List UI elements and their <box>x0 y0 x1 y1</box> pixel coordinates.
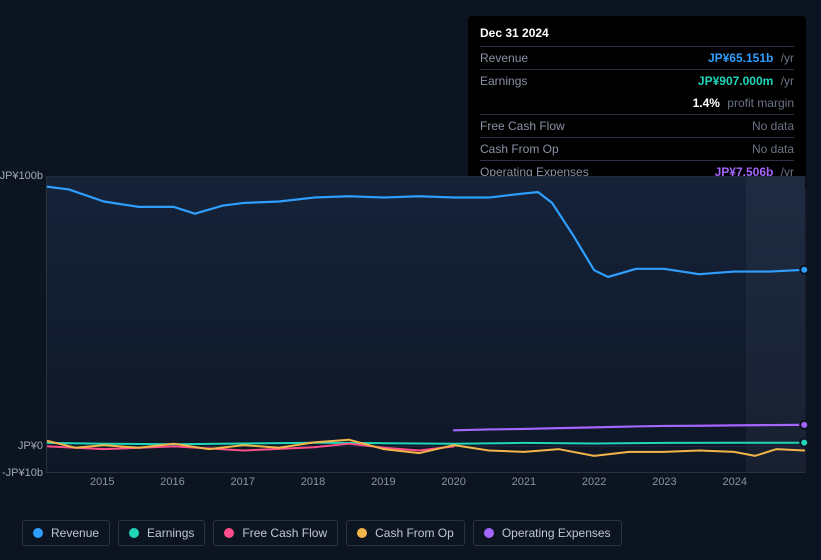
series-end-dot <box>800 421 808 429</box>
tooltip-row: Free Cash Flow No data <box>480 114 794 137</box>
x-axis-label: 2024 <box>722 476 746 488</box>
chart-plot-area[interactable] <box>46 176 805 473</box>
legend-label: Free Cash Flow <box>242 526 327 540</box>
tooltip-row-value: JP¥907.000m /yr <box>698 72 794 90</box>
x-axis-label: 2023 <box>652 476 676 488</box>
tooltip-row: Revenue JP¥65.151b /yr <box>480 46 794 69</box>
chart-lines <box>47 176 805 472</box>
legend-swatch-icon <box>129 528 139 538</box>
tooltip-row-value: No data <box>752 140 794 158</box>
chart-legend: Revenue Earnings Free Cash Flow Cash From O… <box>22 520 622 546</box>
tooltip-date: Dec 31 2024 <box>480 24 794 46</box>
legend-item[interactable]: Free Cash Flow <box>213 520 338 546</box>
x-axis-label: 2019 <box>371 476 395 488</box>
legend-swatch-icon <box>484 528 494 538</box>
tooltip-row-label: Revenue <box>480 49 600 67</box>
legend-label: Operating Expenses <box>502 526 611 540</box>
x-axis-label: 2022 <box>582 476 606 488</box>
y-axis-label: JP¥100b <box>0 170 43 182</box>
tooltip-row: 1.4% profit margin <box>480 92 794 114</box>
y-axis-label: -JP¥10b <box>2 467 43 479</box>
series-line <box>454 425 804 430</box>
financials-chart: JP¥100bJP¥0-JP¥10b 201520162017201820192… <box>18 158 805 498</box>
legend-swatch-icon <box>357 528 367 538</box>
y-axis-label: JP¥0 <box>18 440 43 452</box>
legend-label: Cash From Op <box>375 526 454 540</box>
tooltip-row: Cash From Op No data <box>480 137 794 160</box>
x-axis-label: 2020 <box>441 476 465 488</box>
tooltip-row-value: 1.4% profit margin <box>693 94 794 112</box>
legend-item[interactable]: Revenue <box>22 520 110 546</box>
x-axis-label: 2015 <box>90 476 114 488</box>
x-axis-label: 2021 <box>512 476 536 488</box>
legend-item[interactable]: Cash From Op <box>346 520 465 546</box>
legend-swatch-icon <box>33 528 43 538</box>
legend-label: Revenue <box>51 526 99 540</box>
series-line <box>48 443 804 445</box>
series-line <box>48 187 804 277</box>
x-axis: 2015 2016 2017 2018 2019 2020 2021 2022 2023 2024 <box>46 476 805 496</box>
x-axis-label: 2017 <box>231 476 255 488</box>
tooltip-row-value: No data <box>752 117 794 135</box>
legend-label: Earnings <box>147 526 194 540</box>
legend-item[interactable]: Operating Expenses <box>473 520 622 546</box>
tooltip-row-label: Free Cash Flow <box>480 117 600 135</box>
x-axis-label: 2018 <box>301 476 325 488</box>
x-axis-label: 2016 <box>160 476 184 488</box>
series-end-dot <box>800 266 808 274</box>
legend-swatch-icon <box>224 528 234 538</box>
tooltip-row: Earnings JP¥907.000m /yr <box>480 69 794 92</box>
tooltip-row-label <box>480 94 600 112</box>
legend-item[interactable]: Earnings <box>118 520 205 546</box>
tooltip-row-label: Cash From Op <box>480 140 600 158</box>
tooltip-row-value: JP¥65.151b /yr <box>708 49 794 67</box>
tooltip-row-label: Earnings <box>480 72 600 90</box>
series-end-dot <box>800 439 808 447</box>
